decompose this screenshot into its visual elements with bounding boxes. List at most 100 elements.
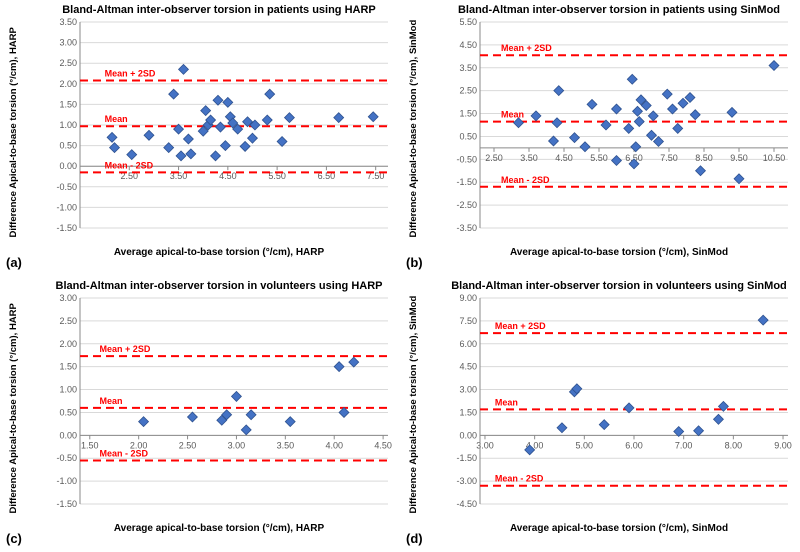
ylabel-c: Difference Apical-to-base torsion (°/cm)… (8, 304, 19, 514)
svg-text:2.00: 2.00 (59, 79, 77, 89)
svg-text:5.50: 5.50 (590, 153, 608, 163)
chart-c: Bland-Altman inter-observer torsion in v… (44, 280, 394, 520)
svg-text:-1.50: -1.50 (56, 223, 77, 233)
svg-text:Mean + 2SD: Mean + 2SD (495, 321, 546, 331)
svg-text:6.00: 6.00 (459, 339, 477, 349)
svg-text:3.00: 3.00 (59, 293, 77, 303)
svg-text:1.50: 1.50 (459, 407, 477, 417)
svg-text:6.00: 6.00 (625, 440, 643, 450)
svg-text:-1.50: -1.50 (56, 499, 77, 509)
chart-a: Bland-Altman inter-observer torsion in p… (44, 4, 394, 244)
plot-a: -1.50-1.00-0.500.000.501.001.502.002.503… (50, 18, 394, 244)
svg-text:-0.50: -0.50 (56, 453, 77, 463)
svg-text:-2.50: -2.50 (456, 200, 477, 210)
svg-text:4.50: 4.50 (555, 153, 573, 163)
svg-text:3.00: 3.00 (476, 440, 494, 450)
svg-text:-3.50: -3.50 (456, 223, 477, 233)
svg-text:7.00: 7.00 (675, 440, 693, 450)
plot-b: -3.50 -2.50 -1.50 -0.50 0.50 1.50 2.50 3.50 4.50… (450, 18, 794, 244)
svg-text:4.50: 4.50 (374, 440, 392, 450)
ylabel-b: Difference Apical-to-base torsion (°/cm)… (408, 28, 419, 238)
svg-text:Mean + 2SD: Mean + 2SD (100, 344, 151, 354)
svg-text:Mean - 2SD: Mean - 2SD (100, 449, 149, 459)
svg-text:2.50: 2.50 (59, 58, 77, 68)
svg-text:Mean - 2SD: Mean - 2SD (105, 160, 154, 170)
svg-text:-1.00: -1.00 (56, 202, 77, 212)
svg-text:4.50: 4.50 (459, 362, 477, 372)
chart-b: Bland-Altman inter-observer torsion in p… (444, 4, 794, 244)
label-d: (d) (406, 531, 423, 546)
svg-text:0.50: 0.50 (459, 131, 477, 141)
svg-text:-1.50: -1.50 (456, 453, 477, 463)
label-c: (c) (6, 531, 22, 546)
xlabel-a: Average apical-to-base torsion (°/cm), H… (44, 247, 394, 258)
svg-text:5.00: 5.00 (576, 440, 594, 450)
svg-text:3.00: 3.00 (59, 38, 77, 48)
svg-text:2.50: 2.50 (179, 440, 197, 450)
svg-text:3.00: 3.00 (228, 440, 246, 450)
svg-text:9.00: 9.00 (774, 440, 792, 450)
chart-d: Bland-Altman inter-observer torsion in v… (444, 280, 794, 520)
xlabel-d: Average apical-to-base torsion (°/cm), S… (444, 523, 794, 534)
svg-text:4.00: 4.00 (325, 440, 343, 450)
svg-text:8.50: 8.50 (695, 153, 713, 163)
svg-text:2.50: 2.50 (485, 153, 503, 163)
svg-text:-0.50: -0.50 (56, 182, 77, 192)
svg-text:Mean: Mean (501, 110, 524, 120)
svg-text:9.00: 9.00 (459, 293, 477, 303)
svg-text:Mean: Mean (100, 396, 123, 406)
svg-text:-3.00: -3.00 (456, 476, 477, 486)
svg-text:2.00: 2.00 (59, 339, 77, 349)
xlabel-b: Average apical-to-base torsion (°/cm), S… (444, 247, 794, 258)
panel-a: Difference Apical-to-base torsion (°/cm)… (0, 0, 400, 276)
svg-text:1.50: 1.50 (59, 362, 77, 372)
svg-text:0.00: 0.00 (59, 430, 77, 440)
svg-text:1.00: 1.00 (59, 120, 77, 130)
label-b: (b) (406, 255, 423, 270)
svg-text:7.50: 7.50 (459, 316, 477, 326)
svg-text:5.50: 5.50 (459, 17, 477, 27)
svg-text:0.50: 0.50 (59, 141, 77, 151)
svg-text:4.50: 4.50 (459, 40, 477, 50)
title-a: Bland-Altman inter-observer torsion in p… (44, 4, 394, 16)
svg-text:7.50: 7.50 (660, 153, 678, 163)
svg-text:-1.00: -1.00 (56, 476, 77, 486)
panel-d: Difference Apical-to-base torsion (°/cm)… (400, 276, 800, 552)
svg-d: -4.50-3.00-1.500.001.503.004.506.007.509… (450, 294, 794, 520)
svg-text:3.50: 3.50 (459, 63, 477, 73)
svg-text:0.50: 0.50 (59, 407, 77, 417)
plot-c: -1.50 -1.00 -0.50 0.00 0.50 1.00 1.50 2.00 2.50 3… (50, 294, 394, 520)
title-d: Bland-Altman inter-observer torsion in v… (444, 280, 794, 292)
svg-text:-1.50: -1.50 (456, 177, 477, 187)
ylabel-d: Difference Apical-to-base torsion (°/cm)… (408, 304, 419, 514)
svg-text:1.50: 1.50 (59, 99, 77, 109)
svg-text:-0.50: -0.50 (456, 154, 477, 164)
svg-text:2.50: 2.50 (459, 86, 477, 96)
bland-altman-grid: Difference Apical-to-base torsion (°/cm)… (0, 0, 800, 552)
svg-text:Mean: Mean (105, 114, 128, 124)
svg-c: -1.50 -1.00 -0.50 0.00 0.50 1.00 1.50 2.00 2.50 3… (50, 294, 394, 520)
svg-text:3.50: 3.50 (277, 440, 295, 450)
plot-d: -4.50-3.00-1.500.001.503.004.506.007.509… (450, 294, 794, 520)
svg-text:Mean - 2SD: Mean - 2SD (501, 175, 550, 185)
svg-text:2.50: 2.50 (59, 316, 77, 326)
label-a: (a) (6, 255, 22, 270)
svg-text:3.00: 3.00 (459, 385, 477, 395)
svg-a: -1.50-1.00-0.500.000.501.001.502.002.503… (50, 18, 394, 244)
svg-text:9.50: 9.50 (730, 153, 748, 163)
svg-text:1.00: 1.00 (59, 385, 77, 395)
title-b: Bland-Altman inter-observer torsion in p… (444, 4, 794, 16)
svg-text:10.50: 10.50 (763, 153, 786, 163)
svg-text:-4.50: -4.50 (456, 499, 477, 509)
svg-text:1.50: 1.50 (81, 440, 99, 450)
xlabel-c: Average apical-to-base torsion (°/cm), H… (44, 523, 394, 534)
panel-c: Difference Apical-to-base torsion (°/cm)… (0, 276, 400, 552)
ylabel-a: Difference Apical-to-base torsion (°/cm)… (8, 28, 19, 238)
panel-b: Difference Apical-to-base torsion (°/cm)… (400, 0, 800, 276)
svg-text:3.50: 3.50 (520, 153, 538, 163)
svg-text:8.00: 8.00 (725, 440, 743, 450)
svg-b: -3.50 -2.50 -1.50 -0.50 0.50 1.50 2.50 3.50 4.50… (450, 18, 794, 244)
svg-text:Mean + 2SD: Mean + 2SD (501, 43, 552, 53)
svg-text:1.50: 1.50 (459, 109, 477, 119)
title-c: Bland-Altman inter-observer torsion in v… (44, 280, 394, 292)
